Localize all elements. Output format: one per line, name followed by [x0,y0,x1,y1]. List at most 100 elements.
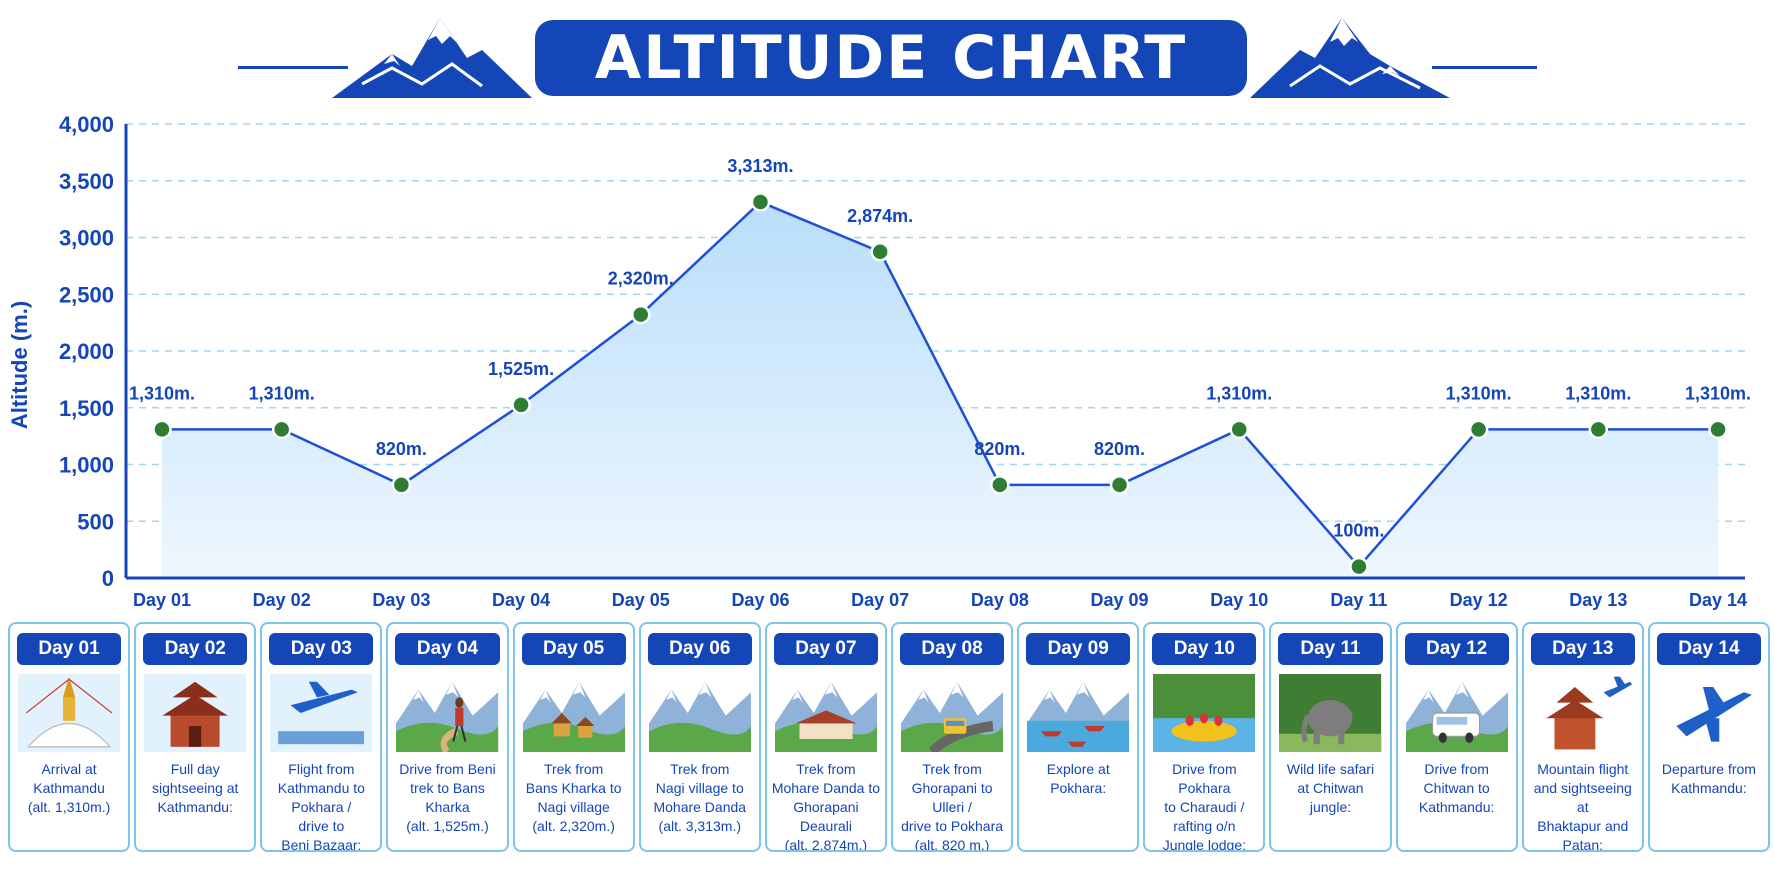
header: ALTITUDE CHART [0,0,1774,110]
day-card-title: Day 08 [900,633,1005,665]
lodge-icon [774,674,877,752]
day-card-description: Drive from Pokhara to Charaudi / rafting… [1162,761,1246,852]
day-card-description: Drive from Beni trek to Bans Kharka (alt… [399,761,496,834]
x-tick-label: Day 07 [851,590,909,610]
altitude-data-labels: 1,310m. 1,310m. 820m. 1,525m. 2,320m. 3,313m.… [129,156,1751,541]
x-tick-label: Day 03 [372,590,430,610]
area-fill [162,201,1718,579]
data-label: 1,310m. [1206,383,1272,403]
data-point [1708,419,1728,440]
day-card-title: Day 12 [1404,633,1509,665]
day-card-title: Day 07 [773,633,878,665]
itinerary-cards: Day 01 Arrival at Kathmandu (alt. 1,310m.… [8,622,1770,854]
data-label: 1,310m. [249,383,315,403]
elephant-icon [1279,674,1382,752]
data-point [1349,556,1369,577]
data-label: 2,320m. [608,269,674,289]
data-label: 2,874m. [847,206,913,226]
data-point [870,242,890,262]
data-point [391,475,412,495]
data-point [1109,475,1130,495]
title-banner: ALTITUDE CHART [535,20,1247,96]
bus-road-icon [901,674,1004,752]
day-card: Day 14 Departure from Kathmandu: [1647,622,1770,852]
y-tick-label: 3,500 [59,169,114,194]
chart-title: ALTITUDE CHART [594,23,1188,93]
altitude-chart: 05001,0001,5002,0002,5003,0003,5004,000 … [7,112,1751,610]
day-card-description: Full day sightseeing at Kathmandu: [152,761,239,815]
day-card-title: Day 10 [1152,633,1257,665]
day-card: Day 06 Trek from Nagi village to Mohare D… [638,622,761,852]
rafting-icon [1153,674,1256,752]
day-card-title: Day 03 [269,633,374,665]
day-card: Day 10 Drive from Pokhara to Charaudi / r… [1143,622,1266,852]
x-tick-label: Day 13 [1569,590,1627,610]
day-card: Day 12 Drive from Chitwan to Kathmandu: [1395,622,1518,852]
data-label: 820m. [376,439,427,459]
day-card: Day 09 Explore at Pokhara: [1017,622,1140,852]
day-card: Day 05 Trek from Bans Kharka to Nagi vill… [512,622,635,852]
temple-icon [144,674,247,752]
y-tick-labels: 0 500 1,000 1,500 2,000 2,500 3,000 3,500 4,000 [59,112,114,591]
day-card-title: Day 02 [143,633,248,665]
day-card-description: Trek from Nagi village to Mohare Danda (… [653,761,747,834]
day-card-description: Flight from Kathmandu to Pokhara / drive… [277,761,365,852]
data-label: 1,310m. [129,383,195,403]
data-label: 100m. [1333,521,1384,541]
day-card-description: Wild life safari at Chitwan jungle: [1286,761,1375,815]
day-card-description: Trek from Bans Kharka to Nagi village (a… [525,761,622,834]
x-tick-label: Day 11 [1330,590,1387,610]
title-rule-left [238,66,348,69]
airplane-airport-icon [270,674,373,752]
day-card: Day 04 Drive from Beni trek to Bans Khark… [386,622,509,852]
data-label: 820m. [1094,439,1145,459]
y-axis-label: Altitude (m.) [7,301,32,429]
axes [124,124,1745,580]
title-rule-right [1432,66,1537,69]
day-card-description: Explore at Pokhara: [1046,761,1110,796]
van-icon [1405,674,1508,752]
day-card-title: Day 06 [647,633,752,665]
data-label: 1,310m. [1446,383,1512,403]
y-tick-label: 500 [77,509,114,534]
day-card-title: Day 09 [1026,633,1131,665]
day-card: Day 02 Full day sightseeing at Kathmandu: [134,622,257,852]
mountain-left-icon [332,18,532,98]
village-icon [522,674,625,752]
data-label: 3,313m. [727,156,793,176]
day-card: Day 11 Wild life safari at Chitwan jungle… [1269,622,1392,852]
x-tick-label: Day 02 [253,590,311,610]
y-tick-label: 2,500 [59,282,114,307]
x-tick-label: Day 01 [133,590,191,610]
x-tick-label: Day 10 [1210,590,1268,610]
data-point [152,419,172,440]
x-tick-label: Day 14 [1689,590,1747,610]
x-tick-labels: Day 01 Day 02 Day 03 Day 04 Day 05 Day 06 Day … [133,590,1747,610]
series-line [162,200,1718,569]
data-label: 1,310m. [1685,383,1751,403]
data-label: 1,525m. [488,359,554,379]
mountain-right-icon [1250,18,1450,98]
x-tick-label: Day 09 [1091,590,1149,610]
y-tick-label: 2,000 [59,339,114,364]
day-card-description: Departure from Kathmandu: [1661,761,1756,796]
y-tick-label: 4,000 [59,112,114,137]
y-tick-label: 1,500 [59,396,114,421]
x-tick-label: Day 04 [492,590,550,610]
day-card-title: Day 13 [1530,633,1635,665]
data-label: 1,310m. [1565,383,1631,403]
data-point [511,395,531,415]
day-card-title: Day 05 [521,633,626,665]
data-point [990,475,1010,495]
data-point [1229,419,1249,440]
day-card-title: Day 11 [1278,633,1383,665]
day-card: Day 03 Flight from Kathmandu to Pokhara /… [260,622,383,852]
day-card-description: Trek from Ghorapani to Ulleri / drive to… [901,761,1004,852]
day-card-title: Day 14 [1656,633,1761,665]
day-card-title: Day 01 [17,633,122,665]
day-card: Day 13 Mountain flight and sightseeing at… [1521,622,1644,852]
x-tick-label: Day 06 [731,590,789,610]
stupa-icon [18,674,121,752]
day-card: Day 07 Trek from Mohare Danda to Ghorapan… [764,622,887,852]
data-point [1588,419,1609,440]
